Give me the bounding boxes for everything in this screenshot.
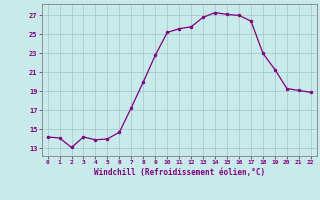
X-axis label: Windchill (Refroidissement éolien,°C): Windchill (Refroidissement éolien,°C) [94, 168, 265, 177]
